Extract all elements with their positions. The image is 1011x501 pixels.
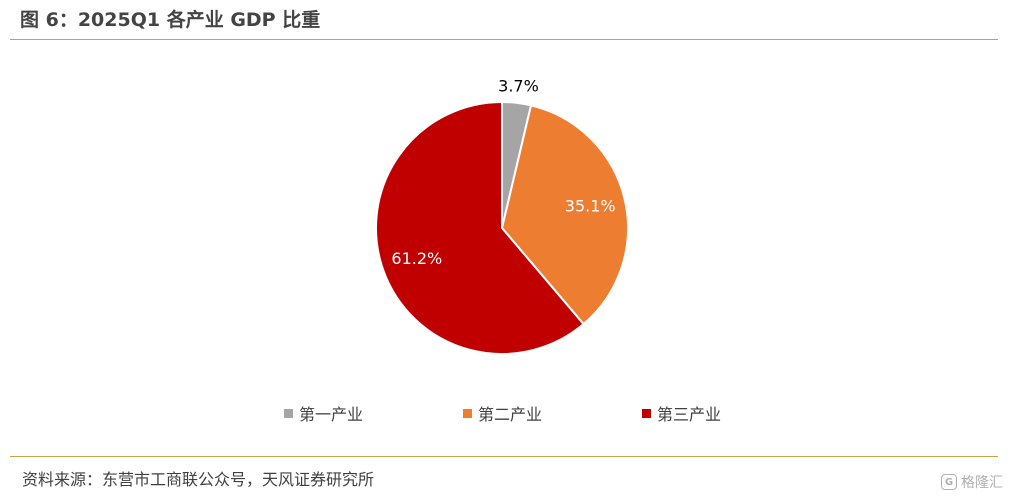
title-divider xyxy=(10,39,998,40)
legend-item-secondary: 第二产业 xyxy=(463,401,542,425)
source-divider xyxy=(10,456,998,457)
legend-item-tertiary: 第三产业 xyxy=(642,401,721,425)
data-label-tertiary: 61.2% xyxy=(391,249,442,268)
watermark-logo-icon: G xyxy=(941,474,957,490)
source-note: 资料来源：东营市工商联公众号，天风证券研究所 xyxy=(22,470,375,489)
pie-slice-secondary xyxy=(500,104,629,326)
legend-label-tertiary: 第三产业 xyxy=(657,405,722,424)
watermark: G 格隆汇 xyxy=(941,472,1003,492)
data-label-secondary: 35.1% xyxy=(565,196,616,215)
legend-item-primary: 第一产业 xyxy=(284,401,363,425)
legend-label-primary: 第一产业 xyxy=(299,405,364,424)
pie-slice-tertiary xyxy=(375,100,585,355)
watermark-text: 格隆汇 xyxy=(961,475,1003,491)
chart-legend: 第一产业 第二产业 第三产业 xyxy=(0,401,1011,425)
legend-swatch-tertiary xyxy=(642,408,651,418)
legend-label-secondary: 第二产业 xyxy=(478,405,543,424)
chart-title: 图 6：2025Q1 各产业 GDP 比重 xyxy=(20,9,321,31)
legend-swatch-secondary xyxy=(463,408,472,418)
data-label-primary: 3.7% xyxy=(498,76,539,95)
legend-swatch-primary xyxy=(284,408,293,418)
